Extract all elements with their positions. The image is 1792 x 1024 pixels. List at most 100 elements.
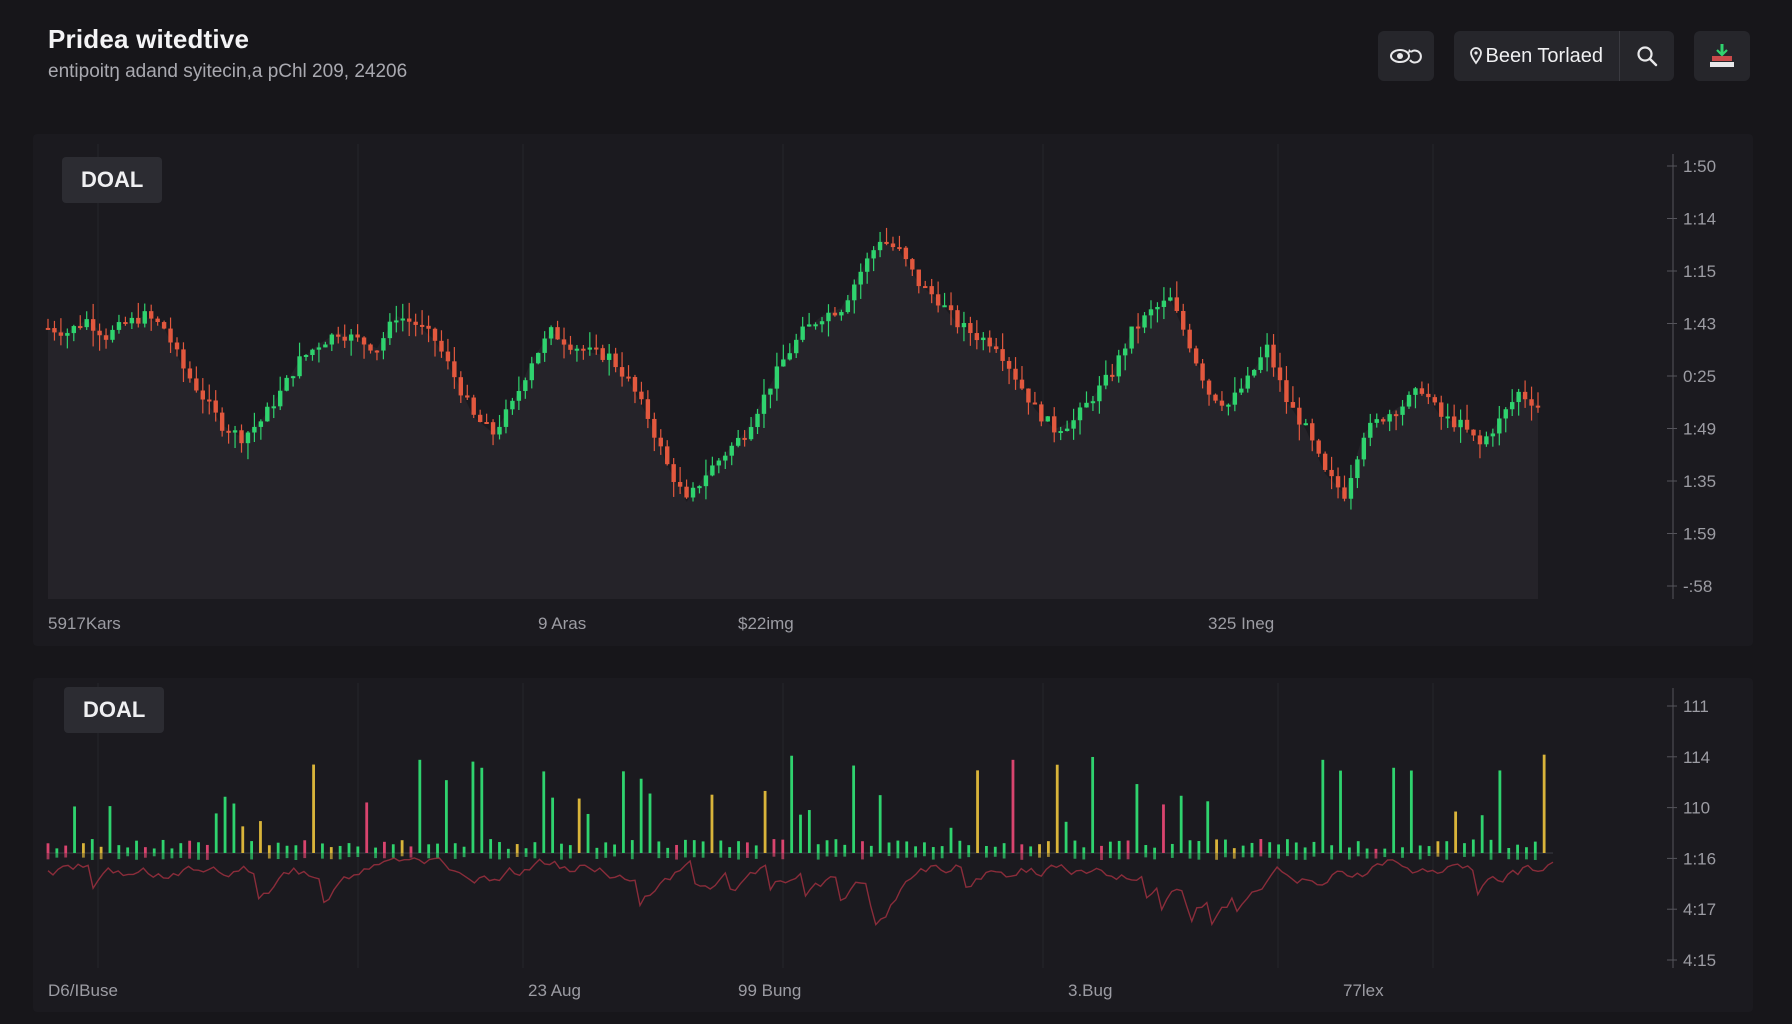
eye-refresh-button[interactable] <box>1377 31 1434 81</box>
volume-bar <box>241 826 245 853</box>
volume-bar <box>657 853 661 859</box>
candle <box>400 303 405 332</box>
candle-body <box>316 347 322 350</box>
candle-body <box>123 322 128 325</box>
volume-bar <box>1401 853 1404 858</box>
candle <box>1374 413 1379 428</box>
volume-bar <box>1117 853 1121 860</box>
candle-body <box>1342 487 1347 499</box>
candle-body <box>555 327 560 340</box>
chart-export-button[interactable] <box>1694 31 1750 81</box>
candle-body <box>523 380 528 391</box>
candle <box>1181 303 1186 336</box>
candle <box>858 263 863 299</box>
candle <box>1439 395 1444 430</box>
volume-bar <box>1516 844 1519 853</box>
candle-body <box>1426 393 1431 398</box>
volume-bar <box>1082 853 1086 860</box>
candle-body <box>232 430 238 433</box>
volume-bar <box>489 853 493 859</box>
candle-body <box>471 397 476 415</box>
candle-body <box>665 446 670 465</box>
volume-bar <box>143 853 147 858</box>
candle-body <box>181 349 186 369</box>
candle-body <box>561 339 567 345</box>
volume-bar <box>347 853 351 858</box>
volume-bar <box>374 853 377 859</box>
volume-bar <box>843 844 847 853</box>
candle-body <box>52 328 57 333</box>
volume-bar <box>1436 841 1440 853</box>
volume-bar <box>365 802 369 853</box>
candle <box>445 338 451 370</box>
candle <box>90 303 96 347</box>
search-button[interactable] <box>1619 31 1674 81</box>
candle-body <box>1161 300 1167 307</box>
volume-bar <box>675 853 678 860</box>
volume-bar <box>1268 842 1272 853</box>
volume-bar <box>666 847 670 853</box>
candle-body <box>207 399 212 402</box>
candle-body <box>265 406 270 422</box>
candle-body <box>1355 459 1360 479</box>
candle-body <box>697 486 702 489</box>
volume-bar <box>1153 847 1157 853</box>
volume-bar <box>471 761 475 853</box>
candle <box>1290 386 1296 408</box>
candle <box>794 333 799 359</box>
volume-bar <box>1436 853 1440 857</box>
volume-bar <box>418 759 422 853</box>
volume-bar <box>666 853 670 859</box>
candle-body <box>1077 407 1083 421</box>
location-dropdown[interactable]: Been Torlaed <box>1454 31 1620 81</box>
volume-bar <box>55 853 59 858</box>
volume-bar <box>1365 853 1369 859</box>
search-icon <box>1637 46 1658 67</box>
candle-body <box>632 377 638 392</box>
candle <box>690 482 696 502</box>
volume-bar <box>1250 842 1254 853</box>
candle <box>929 278 934 304</box>
volume-bar <box>1073 840 1077 853</box>
candle-body <box>858 271 863 285</box>
volume-bar <box>1046 841 1050 853</box>
candle-body <box>710 465 715 476</box>
volume-bar <box>223 796 227 853</box>
candle <box>200 378 206 414</box>
volume-bar <box>1215 853 1218 860</box>
volume-bar <box>73 806 76 853</box>
volume-bar <box>568 853 572 859</box>
candle <box>1380 417 1386 425</box>
candle <box>1168 287 1173 302</box>
candle <box>452 347 457 389</box>
candle <box>1174 281 1179 313</box>
candle <box>1387 409 1392 432</box>
candle-body <box>594 347 599 350</box>
eye-refresh-icon <box>1389 49 1422 64</box>
volume-bar <box>622 771 625 853</box>
volume-bar <box>46 843 50 853</box>
volume-chart: 111 114 110 1:16 4:17 4:15 D6/IBuse 23 Aug 99 Bu… <box>46 683 1716 1000</box>
volume-bar <box>1241 853 1245 858</box>
volume-bar <box>250 853 254 860</box>
volume-bar <box>967 845 971 853</box>
volume-bar <box>444 780 448 853</box>
volume-bar <box>303 853 307 859</box>
volume-bar <box>1232 853 1236 859</box>
volume-bar <box>1463 853 1466 857</box>
candle <box>1335 467 1341 499</box>
filter-group: Been Torlaed <box>1453 31 1674 81</box>
volume-bar <box>259 821 262 853</box>
volume-bar <box>1082 847 1086 853</box>
location-pin-icon <box>1469 47 1482 65</box>
candle <box>697 485 702 494</box>
candle <box>432 327 438 357</box>
candle <box>181 342 186 383</box>
volume-bar <box>1144 845 1148 853</box>
candle <box>1516 388 1521 416</box>
volume-bar <box>188 853 192 859</box>
candle <box>768 388 773 409</box>
candle-body <box>1477 435 1483 445</box>
volume-bar <box>1489 853 1493 860</box>
candle-body <box>806 324 812 327</box>
